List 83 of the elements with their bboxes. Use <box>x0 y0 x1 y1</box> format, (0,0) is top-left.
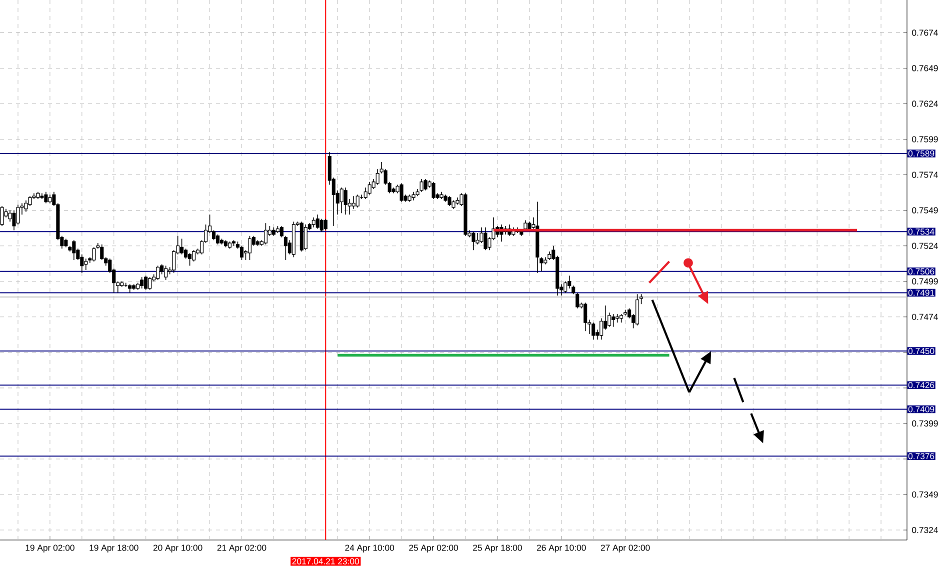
candlestick <box>92 246 96 262</box>
candlestick <box>432 181 436 200</box>
candlestick <box>344 187 348 215</box>
y-tick-label: 0.7499 <box>912 278 938 284</box>
candlestick <box>320 218 324 232</box>
ref-line-label: 0.7409 <box>908 406 934 412</box>
ref-line-label: 0.7376 <box>908 453 934 460</box>
candlestick <box>212 230 216 241</box>
x-tick-label: 19 Apr 18:00 <box>90 544 138 553</box>
candlestick <box>352 196 356 210</box>
candlestick <box>24 200 28 212</box>
candlestick <box>316 214 320 230</box>
candlestick <box>284 235 288 260</box>
candlestick <box>100 244 104 260</box>
candlestick <box>592 322 596 340</box>
x-tick-label: 21 Apr 02:00 <box>217 544 266 553</box>
candlestick <box>84 258 88 270</box>
candlestick <box>180 238 184 255</box>
x-tick-label: 26 Apr 10:00 <box>537 544 586 553</box>
candlestick <box>628 308 632 319</box>
candlestick <box>448 196 452 206</box>
y-tick-label: 0.7624 <box>912 100 938 107</box>
candlestick <box>424 178 428 191</box>
candlestick <box>304 224 308 250</box>
candlestick <box>164 265 168 280</box>
candlestick <box>144 275 148 290</box>
candlestick <box>368 181 372 196</box>
candlestick <box>0 206 4 226</box>
candlestick <box>324 218 328 231</box>
candlestick <box>148 276 152 290</box>
candlestick <box>160 264 164 275</box>
y-tick-label: 0.7524 <box>912 242 938 249</box>
y-tick-label: 0.7399 <box>912 420 938 427</box>
candlestick <box>72 240 76 260</box>
y-tick-label: 0.7474 <box>912 314 938 320</box>
y-tick-label: 0.7324 <box>912 526 938 534</box>
ref-line-label: 0.7589 <box>908 150 934 157</box>
candlestick <box>44 191 48 204</box>
candlestick <box>640 294 644 304</box>
candlestick <box>140 276 144 289</box>
candlestick <box>264 222 268 245</box>
ref-line-label: 0.7534 <box>908 228 934 235</box>
candlestick <box>612 314 616 328</box>
candlestick <box>420 178 424 192</box>
ref-line-label: 0.7491 <box>908 290 934 296</box>
candlestick <box>188 252 192 266</box>
candlestick <box>600 318 604 340</box>
x-tick-label: 27 Apr 02:00 <box>600 544 650 553</box>
candlestick <box>576 292 580 309</box>
candlestick <box>172 250 176 274</box>
y-tick-label: 0.7549 <box>912 207 938 214</box>
y-tick-label: 0.7599 <box>912 136 938 142</box>
candlestick <box>484 226 488 250</box>
candlestick <box>312 217 316 228</box>
candlestick <box>340 187 344 214</box>
candlestick <box>184 248 188 260</box>
candlestick <box>400 182 404 202</box>
y-tick-label: 0.7349 <box>912 491 938 498</box>
candlestick <box>240 245 244 260</box>
candlestick <box>564 280 568 294</box>
x-tick-label: 24 Apr 10:00 <box>345 544 394 553</box>
candlestick <box>280 226 284 238</box>
candlestick <box>568 275 572 289</box>
ref-line-label: 0.7450 <box>908 348 934 354</box>
ref-line-label: 0.7506 <box>908 268 934 274</box>
candlestick <box>248 235 252 260</box>
x-tick-label: 25 Apr 02:00 <box>409 544 458 553</box>
candlestick <box>608 312 612 328</box>
x-tick-label: 20 Apr 10:00 <box>153 544 202 553</box>
candlestick <box>472 231 476 250</box>
candlestick <box>356 194 360 208</box>
x-tick-label: 19 Apr 02:00 <box>26 544 74 553</box>
ref-line-label: 0.7426 <box>908 382 934 388</box>
y-tick-label: 0.7574 <box>912 172 938 178</box>
candlestick <box>584 302 588 332</box>
y-tick-label: 0.7649 <box>912 65 938 72</box>
candlestick <box>216 234 220 245</box>
x-tick-label: 25 Apr 18:00 <box>473 544 522 553</box>
candlestick <box>8 210 12 222</box>
x-tick-label: 2017.04.21 23:00 <box>292 558 360 564</box>
y-tick-label: 0.7674 <box>912 30 938 36</box>
candlestick <box>192 250 196 262</box>
candlestick <box>156 265 160 280</box>
